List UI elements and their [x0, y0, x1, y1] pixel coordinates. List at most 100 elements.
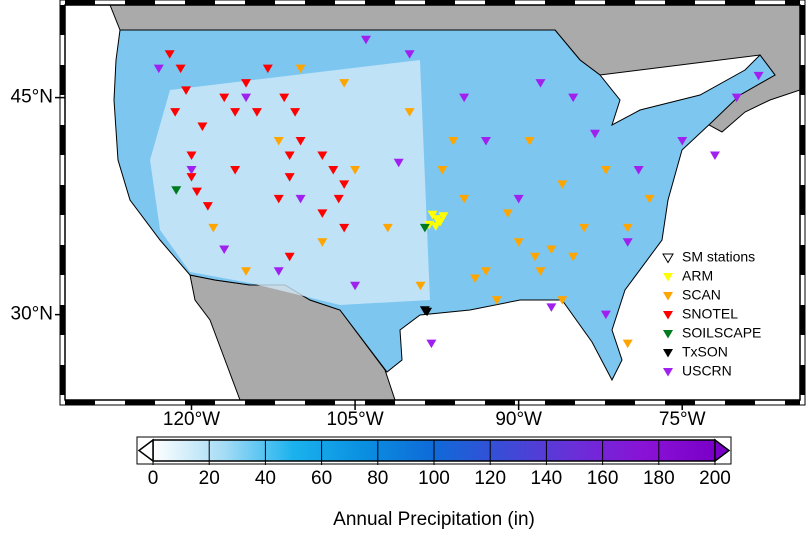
station-marker — [535, 267, 546, 276]
legend-marker — [663, 273, 673, 282]
station-marker — [295, 137, 306, 146]
frame-checker — [60, 125, 65, 155]
station-marker — [600, 165, 611, 175]
station-marker — [535, 79, 546, 88]
station-marker — [317, 209, 328, 218]
frame-checker — [785, 400, 800, 405]
station-marker — [709, 151, 720, 160]
colorbar-label: Annual Precipitation (in) — [333, 509, 535, 530]
station-marker — [186, 151, 197, 160]
frame-checker — [185, 0, 215, 5]
frame: 120°W 105°W 90°W 75°W 30°N 45°N — [11, 0, 806, 430]
frame-checker — [725, 400, 755, 405]
colorbar-tick-label: 0 — [148, 468, 159, 489]
lat-tick-label: 30°N — [11, 304, 53, 325]
lat-tick-label: 45°N — [11, 87, 53, 108]
station-marker — [181, 86, 192, 95]
frame-checker — [425, 0, 455, 5]
frame-checker — [605, 400, 635, 405]
station-marker — [202, 202, 213, 211]
station-marker — [170, 108, 181, 117]
station-marker — [284, 151, 295, 160]
legend-label: TxSON — [682, 344, 728, 360]
station-marker — [579, 223, 590, 233]
colorbar-tick-label: 20 — [199, 468, 220, 489]
frame-checker — [665, 400, 695, 405]
station-marker — [480, 267, 491, 276]
station-marker — [530, 252, 541, 262]
colorbar-tick-label: 100 — [418, 468, 450, 489]
station-marker — [284, 173, 295, 182]
station-marker — [435, 218, 446, 227]
station-marker — [644, 194, 655, 204]
station-marker — [437, 165, 448, 175]
station-marker — [419, 223, 430, 233]
frame-checker — [125, 0, 155, 5]
station-marker — [186, 173, 197, 182]
frame-checker — [60, 185, 65, 215]
frame-checker — [365, 400, 395, 405]
station-marker — [404, 50, 415, 59]
lon-tick-label: 120°W — [163, 409, 220, 430]
colorbar-tick-label: 40 — [255, 468, 276, 489]
frame-checker — [545, 400, 575, 405]
station-marker — [415, 281, 426, 291]
lon-tick-label: 105°W — [326, 409, 383, 430]
station-marker — [241, 93, 252, 103]
colorbar-tick-label: 160 — [587, 468, 619, 489]
legend-label: SCAN — [682, 287, 721, 303]
station-marker — [219, 245, 230, 255]
frame-checker — [485, 400, 515, 405]
frame-checker — [800, 365, 805, 395]
lon-tick-label: 75°W — [659, 409, 706, 430]
station-marker — [262, 64, 273, 74]
frame-checker — [60, 65, 65, 95]
station-marker — [557, 180, 568, 189]
legend-marker — [663, 368, 673, 377]
station-marker — [589, 129, 600, 139]
station-marker — [230, 165, 241, 175]
legend-label: SNOTEL — [682, 306, 738, 322]
station-marker — [333, 194, 344, 204]
station-marker — [339, 180, 350, 189]
station-marker — [186, 165, 197, 175]
frame-checker — [305, 400, 335, 405]
stations — [153, 35, 764, 349]
colorbar-tick-label: 60 — [311, 468, 332, 489]
frame-checker — [800, 65, 805, 95]
frame-checker — [800, 5, 805, 35]
station-marker — [513, 238, 524, 247]
legend: SM stations ARM SCAN SNOTEL SOILSCAPE TxSON US… — [662, 249, 761, 379]
station-marker — [502, 209, 513, 218]
frame-checker — [800, 185, 805, 215]
station-marker — [557, 296, 568, 305]
frame-checker — [65, 0, 95, 5]
legend-label: ARM — [682, 268, 713, 284]
frame-checker — [785, 0, 800, 5]
station-marker — [290, 108, 301, 117]
station-marker — [622, 238, 633, 247]
station-marker — [208, 223, 219, 233]
legend-title: SM stations — [682, 249, 755, 265]
station-marker — [677, 137, 688, 146]
frame-checker — [60, 365, 65, 395]
dry-west — [150, 60, 430, 305]
station-marker — [360, 35, 371, 45]
legend-marker — [662, 253, 674, 264]
station-marker — [317, 238, 328, 247]
station-marker — [382, 223, 393, 233]
station-marker — [438, 212, 449, 221]
station-marker — [339, 223, 350, 233]
station-marker — [430, 222, 441, 231]
colorbar-tick-label: 200 — [699, 468, 731, 489]
station-marker — [546, 245, 557, 255]
station-marker — [317, 151, 328, 160]
legend-marker — [663, 311, 673, 320]
station-marker — [513, 194, 524, 204]
colorbar-extend-high — [714, 438, 731, 463]
frame-checker — [800, 305, 805, 335]
lon-tick-label: 90°W — [495, 409, 542, 430]
station-marker — [546, 303, 557, 312]
station-marker — [568, 93, 579, 103]
station-marker — [273, 137, 284, 146]
